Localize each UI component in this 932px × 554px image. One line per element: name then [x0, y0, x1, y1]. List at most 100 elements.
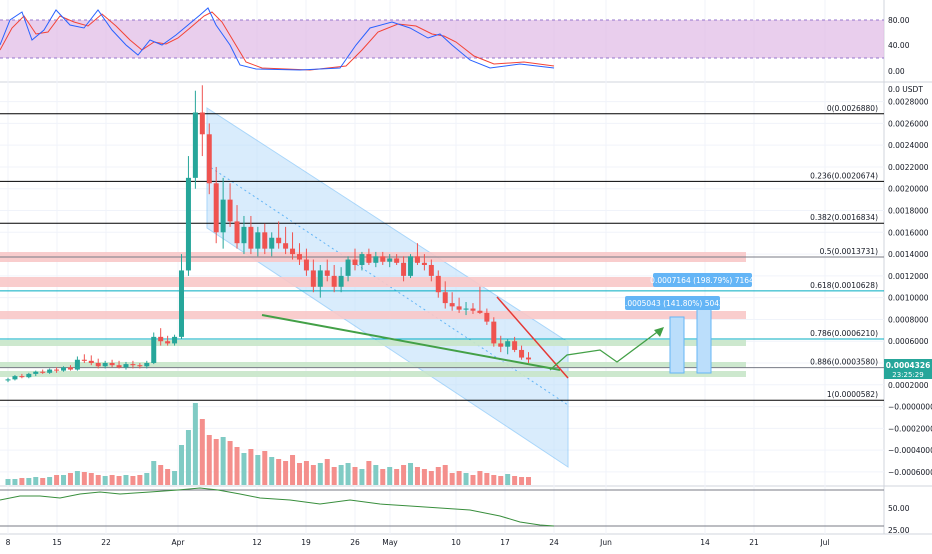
- fib-level-label: 0.618(0.0010628): [810, 281, 878, 290]
- candle-body: [179, 270, 184, 337]
- volume-bar: [324, 459, 330, 485]
- volume-bar: [283, 461, 289, 485]
- grid-layer: [0, 0, 932, 535]
- volume-bar: [206, 435, 212, 485]
- volume-bar: [19, 478, 25, 485]
- volume-bar: [151, 461, 157, 485]
- fib-level-label: 0.5(0.0013731): [820, 247, 878, 256]
- candle-body: [158, 336, 164, 342]
- volume-bar: [12, 479, 18, 485]
- candle-body: [269, 237, 275, 249]
- target-label-1: 0.0007164 (198.79%) 7164: [650, 273, 754, 287]
- candle-body: [276, 237, 282, 244]
- volume-bar: [130, 476, 136, 485]
- target-box-1: [669, 316, 685, 374]
- candle-body: [373, 256, 379, 263]
- candle-body: [421, 262, 427, 265]
- time-axis-label: 22: [101, 538, 111, 547]
- volume-bar: [33, 477, 39, 485]
- volume-bar: [5, 479, 11, 485]
- volume-bar: [172, 471, 178, 485]
- candle-body: [428, 264, 434, 276]
- candle-body: [505, 341, 511, 347]
- candle-body: [192, 112, 198, 178]
- volume-bar: [331, 467, 337, 485]
- volume-bar: [394, 469, 400, 485]
- volume-bar: [81, 472, 87, 485]
- main-pane: 0(0.0026880) 0.236(0.0020674) 0.382(0.0016…: [0, 85, 884, 485]
- volume-bar: [359, 469, 365, 485]
- volume-bar: [512, 476, 518, 485]
- candle-body: [408, 256, 414, 276]
- candle-body: [435, 275, 441, 293]
- time-axis-label: 10: [451, 538, 461, 547]
- volume-bar: [401, 465, 407, 485]
- candle-body: [95, 363, 101, 367]
- price-axis-label: 0.0006000: [888, 337, 929, 346]
- candle-body: [33, 371, 39, 374]
- stoch-k-line: [0, 7, 555, 71]
- target-label-2: 0.0005043 (141.80%) 5043: [620, 296, 724, 310]
- price-axis-label: 0.0020000: [888, 185, 929, 194]
- candle-body: [199, 112, 205, 135]
- volume-bar: [519, 477, 525, 485]
- volume-bar: [116, 476, 122, 485]
- fib-level-label: 0.382(0.0016834): [810, 213, 878, 222]
- price-axis-label: −0.0000000: [888, 403, 932, 412]
- rsi-pane: [0, 487, 884, 527]
- volume-bar: [408, 463, 414, 485]
- volume-bar: [165, 469, 171, 485]
- time-axis-label: 14: [700, 538, 710, 547]
- price-axis-label: 0.0024000: [888, 141, 929, 150]
- volume-bar: [449, 473, 455, 485]
- stoch-axis-label: 80.00: [888, 16, 910, 25]
- candle-body: [470, 308, 476, 311]
- volume-bar: [442, 465, 448, 485]
- candle-body: [394, 258, 400, 263]
- candle-body: [88, 360, 94, 364]
- volume-bar: [137, 475, 143, 485]
- candle-body: [241, 226, 247, 244]
- green-trendline: [261, 314, 561, 371]
- price-axis-label: 0.0002000: [888, 381, 929, 390]
- time-axis-label: May: [382, 538, 398, 547]
- volume-bar: [88, 473, 94, 485]
- volume-bar: [387, 467, 393, 485]
- time-axis-label: 21: [749, 538, 759, 547]
- candle-body: [359, 254, 365, 265]
- volume-bar: [435, 467, 441, 485]
- candle-body: [185, 177, 191, 271]
- volume-bar: [290, 455, 296, 485]
- time-axis-label: 19: [301, 538, 311, 547]
- candle-body: [151, 336, 157, 364]
- candle-body: [484, 312, 490, 322]
- volume-bar: [95, 475, 101, 485]
- target-label-1-text: 0.0007164 (198.79%) 7164: [650, 276, 754, 285]
- volume-bar: [526, 477, 531, 485]
- candle-body: [262, 232, 268, 249]
- candle-body: [227, 199, 233, 222]
- volume-bar: [463, 473, 469, 485]
- stoch-band: [0, 20, 884, 58]
- candle-body: [498, 343, 504, 347]
- fib-level-label: 0.236(0.0020674): [810, 171, 878, 180]
- price-axis-label: 0.0014000: [888, 250, 929, 259]
- volume-bar: [414, 467, 420, 485]
- projection-path: [549, 329, 661, 371]
- candle-body: [283, 243, 289, 249]
- candle-body: [519, 349, 525, 358]
- candle-body: [81, 359, 87, 361]
- candle-body: [234, 221, 240, 244]
- candle-body: [317, 270, 323, 287]
- volume-bar: [26, 478, 32, 485]
- volume-bar: [192, 403, 198, 485]
- volume-bar: [54, 475, 60, 485]
- fib-level-label: 0.786(0.0006210): [810, 329, 878, 338]
- candle-body: [414, 256, 420, 263]
- candle-body: [130, 364, 136, 366]
- candle-body: [26, 373, 32, 378]
- candle-body: [74, 359, 80, 370]
- candle-body: [47, 369, 53, 373]
